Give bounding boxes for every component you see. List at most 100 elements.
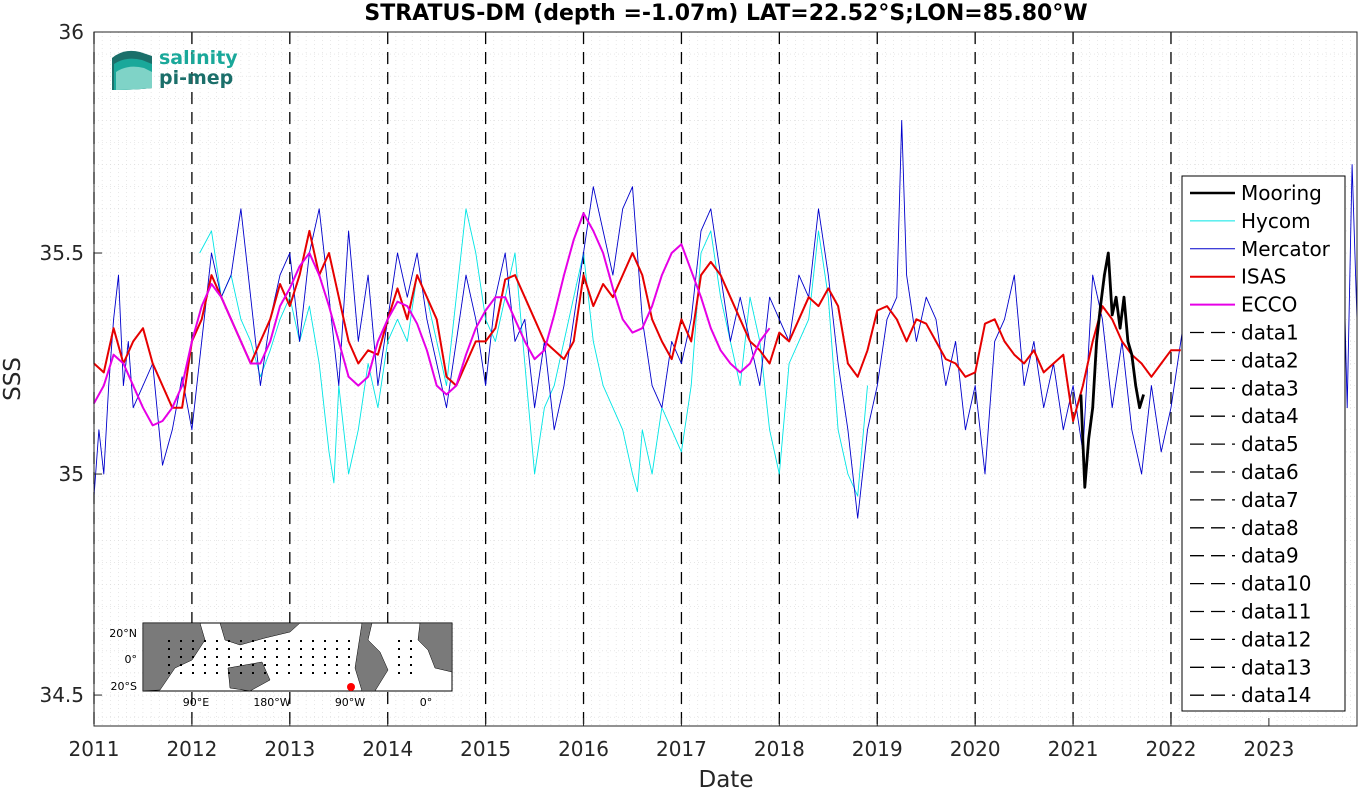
series-line-ecco xyxy=(93,212,771,427)
inset-buoy-dot xyxy=(216,656,218,658)
y-tick-label: 35 xyxy=(59,462,84,486)
plot-frame xyxy=(93,31,1358,727)
inset-buoy-dot xyxy=(252,640,254,642)
y-tick-label: 35.5 xyxy=(39,241,84,265)
inset-buoy-dot xyxy=(204,640,206,642)
inset-buoy-dot xyxy=(336,656,338,658)
inset-buoy-dot xyxy=(168,672,170,674)
inset-buoy-dot xyxy=(240,656,242,658)
series-layer xyxy=(93,119,1358,519)
inset-buoy-dot xyxy=(336,664,338,666)
inset-lon-label-180w: 180°W xyxy=(253,696,290,709)
inset-lon-label-90w: 90°W xyxy=(335,696,365,709)
inset-buoy-dot xyxy=(288,664,290,666)
salinity-pi-mep-logo: salinity pi-mep xyxy=(112,47,238,90)
inset-buoy-dot xyxy=(168,648,170,650)
inset-buoy-dot xyxy=(240,664,242,666)
logo-line1: salinity xyxy=(159,47,238,69)
inset-buoy-dot xyxy=(336,640,338,642)
inset-buoy-dot xyxy=(324,656,326,658)
inset-buoy-dot xyxy=(252,672,254,674)
inset-buoy-dot xyxy=(398,672,400,674)
inset-buoy-dot xyxy=(324,664,326,666)
plot-area xyxy=(93,31,1358,727)
legend-label-data7: data7 xyxy=(1241,488,1299,512)
inset-buoy-dot xyxy=(348,664,350,666)
inset-buoy-dot xyxy=(264,648,266,650)
inset-buoy-dot xyxy=(204,656,206,658)
inset-buoy-dot xyxy=(312,640,314,642)
inset-buoy-dot xyxy=(216,664,218,666)
inset-lon-label-0: 0° xyxy=(420,696,433,709)
inset-buoy-dot xyxy=(336,648,338,650)
inset-buoy-dot xyxy=(398,656,400,658)
inset-buoy-dot xyxy=(216,672,218,674)
inset-buoy-dot xyxy=(410,656,412,658)
inset-buoy-dot xyxy=(204,672,206,674)
legend-label-data5: data5 xyxy=(1241,432,1299,456)
inset-buoy-dot xyxy=(180,664,182,666)
x-axis-label: Date xyxy=(699,767,754,790)
x-ticks: 2011 2012 2013 2014 2015 2016 2017 2018 2019 2020… xyxy=(69,718,1294,761)
x-tick-label: 2023 xyxy=(1243,737,1294,761)
inset-buoy-dot xyxy=(228,672,230,674)
legend-label-mercator: Mercator xyxy=(1241,237,1331,261)
legend-label-hycom: Hycom xyxy=(1241,209,1311,233)
inset-buoy-dot xyxy=(168,640,170,642)
inset-buoy-dot xyxy=(216,640,218,642)
inset-buoy-dot xyxy=(276,664,278,666)
legend-label-data1: data1 xyxy=(1241,321,1299,345)
x-tick-label: 2017 xyxy=(656,737,707,761)
legend-label-data2: data2 xyxy=(1241,348,1299,372)
inset-buoy-dot xyxy=(192,664,194,666)
inset-buoy-dot xyxy=(348,656,350,658)
inset-buoy-dot xyxy=(288,648,290,650)
x-tick-label: 2014 xyxy=(362,737,413,761)
inset-map-land xyxy=(142,622,453,692)
inset-buoy-dot xyxy=(228,664,230,666)
inset-buoy-dot xyxy=(312,664,314,666)
inset-buoy-dot xyxy=(192,672,194,674)
inset-buoy-dot xyxy=(252,656,254,658)
inset-buoy-dot xyxy=(312,672,314,674)
inset-lat-label-0: 0° xyxy=(125,653,138,666)
inset-map: 20°N 0° 20°S 90°E 180°W 90°W 0° xyxy=(109,622,453,709)
inset-map-buoys xyxy=(168,640,412,674)
inset-buoy-dot xyxy=(228,656,230,658)
x-tick-label: 2015 xyxy=(460,737,511,761)
inset-buoy-dot xyxy=(312,656,314,658)
x-tick-label: 2019 xyxy=(852,737,903,761)
legend-label-data3: data3 xyxy=(1241,376,1299,400)
legend-label-data14: data14 xyxy=(1241,683,1312,707)
inset-buoy-dot xyxy=(180,648,182,650)
legend-label-mooring: Mooring xyxy=(1241,181,1322,205)
inset-buoy-dot xyxy=(300,664,302,666)
legend-label-data12: data12 xyxy=(1241,627,1312,651)
inset-buoy-dot xyxy=(276,640,278,642)
inset-buoy-dot xyxy=(252,648,254,650)
inset-buoy-dot xyxy=(228,640,230,642)
inset-buoy-dot xyxy=(276,656,278,658)
inset-lon-label-90e: 90°E xyxy=(183,696,209,709)
inset-lat-label-20s: 20°S xyxy=(111,680,137,693)
legend-label-data9: data9 xyxy=(1241,544,1299,568)
inset-buoy-dot xyxy=(264,640,266,642)
y-tick-label: 34.5 xyxy=(39,683,84,707)
x-tick-label: 2018 xyxy=(754,737,805,761)
chart-title: STRATUS-DM (depth =-1.07m) LAT=22.52°S;L… xyxy=(364,1,1087,26)
y-ticks: 34.5 35 35.5 36 xyxy=(39,20,102,707)
inset-buoy-dot xyxy=(192,656,194,658)
x-tick-label: 2016 xyxy=(558,737,609,761)
inset-buoy-dot xyxy=(398,648,400,650)
inset-buoy-dot xyxy=(348,672,350,674)
y-tick-label: 36 xyxy=(59,20,84,44)
legend-label-data8: data8 xyxy=(1241,516,1299,540)
inset-buoy-dot xyxy=(398,664,400,666)
inset-buoy-dot xyxy=(216,648,218,650)
inset-buoy-dot xyxy=(240,640,242,642)
legend-items: Mooring Hycom Mercator ISAS ECCO data1 data2 da… xyxy=(1190,181,1331,707)
inset-buoy-dot xyxy=(300,640,302,642)
x-tick-label: 2021 xyxy=(1048,737,1099,761)
legend-label-isas: ISAS xyxy=(1241,265,1286,289)
